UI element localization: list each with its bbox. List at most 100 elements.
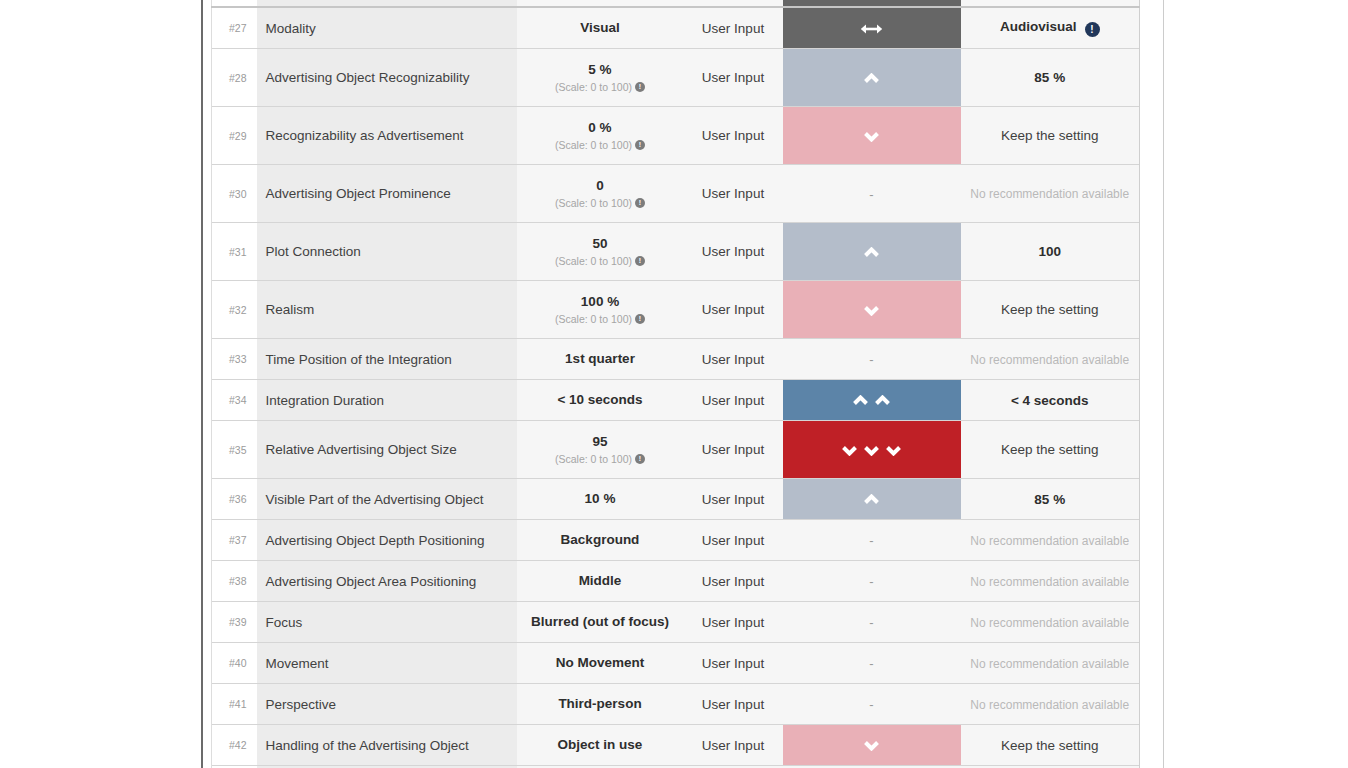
value-scale-note: (Scale: 0 to 100)!: [517, 313, 684, 325]
row-number: #38: [212, 561, 257, 602]
scale-note-text: (Scale: 0 to 100): [555, 139, 632, 151]
trend-down-icon-cell: [783, 107, 961, 165]
parameter-value: 0 %(Scale: 0 to 100)!: [517, 107, 684, 165]
row-number: #42: [212, 725, 257, 766]
row-number: #34: [212, 380, 257, 421]
table-row: #40MovementNo MovementUser Input-No reco…: [212, 643, 1140, 684]
recommendation-cell: No recommendation available: [961, 165, 1140, 223]
recommendation-text: No recommendation available: [970, 616, 1129, 630]
value-scale-note: (Scale: 0 to 100)!: [517, 255, 684, 267]
recommendation-text: No recommendation available: [970, 657, 1129, 671]
recommendation-info-icon[interactable]: !: [1085, 22, 1100, 37]
source-cell: User Input: [684, 725, 783, 766]
parameter-name: Advertising Object Area Positioning: [257, 561, 517, 602]
parameter-name: Modality: [257, 7, 517, 49]
value-text: 100 %: [517, 294, 684, 311]
row-number: #30: [212, 165, 257, 223]
parameter-name: Advertising Object Depth Positioning: [257, 520, 517, 561]
table-row: #27ModalityVisualUser InputAudiovisual!: [212, 7, 1140, 49]
no-trend-dash: -: [869, 533, 873, 548]
trend-cell: -: [783, 684, 961, 725]
recommendation-cell: Audiovisual!: [961, 7, 1140, 49]
table-row: #30Advertising Object Prominence0(Scale:…: [212, 165, 1140, 223]
value-scale-note: (Scale: 0 to 100)!: [517, 453, 684, 465]
table-row: #36Visible Part of the Advertising Objec…: [212, 479, 1140, 520]
table-row: #39FocusBlurred (out of focus)User Input…: [212, 602, 1140, 643]
scale-info-icon[interactable]: !: [635, 314, 645, 324]
row-number: #35: [212, 421, 257, 479]
scale-note-text: (Scale: 0 to 100): [555, 313, 632, 325]
recommendation-text: Keep the setting: [1001, 302, 1099, 317]
recommendation-cell: 100: [961, 223, 1140, 281]
scale-info-icon[interactable]: !: [635, 256, 645, 266]
trend-horizontal-icon-cell: [783, 7, 961, 49]
source-cell: [684, 0, 783, 7]
trend-up-icon-cell: [783, 380, 961, 421]
parameter-name: Advertising Object Recognizability: [257, 49, 517, 107]
trend-down-icon-cell: [783, 281, 961, 339]
value-text: 50: [517, 236, 684, 253]
value-text: 95: [517, 434, 684, 451]
value-text: 0: [517, 178, 684, 195]
parameter-name: Integration Duration: [257, 380, 517, 421]
parameter-value: 100 % (Scale: 0 to 100)!: [517, 281, 684, 339]
value-text: Third-person: [517, 696, 684, 713]
parameter-name: Perspective: [257, 684, 517, 725]
value-scale-note: (Scale: 0 to 100)!: [517, 197, 684, 209]
recommendation-text: No recommendation available: [970, 353, 1129, 367]
scale-note-text: (Scale: 0 to 100): [555, 197, 632, 209]
parameter-name: Plot Connection: [257, 223, 517, 281]
row-number: #39: [212, 602, 257, 643]
value-text: < 10 seconds: [517, 392, 684, 409]
row-number: #37: [212, 520, 257, 561]
trend-cell: -: [783, 339, 961, 380]
recommendation-text: Keep the setting: [1001, 442, 1099, 457]
no-trend-dash: -: [869, 352, 873, 367]
scale-info-icon[interactable]: !: [635, 454, 645, 464]
parameter-value: 10 %: [517, 479, 684, 520]
row-number: #32: [212, 281, 257, 339]
value-text: 10 %: [517, 491, 684, 508]
recommendation-cell: No recommendation available: [961, 643, 1140, 684]
table-row: #41PerspectiveThird-personUser Input-No …: [212, 684, 1140, 725]
source-cell: User Input: [684, 602, 783, 643]
row-number: #31: [212, 223, 257, 281]
trend-down-icon-cell: [783, 725, 961, 766]
parameter-value: 95 (Scale: 0 to 100)!: [517, 421, 684, 479]
parameters-table: #27ModalityVisualUser InputAudiovisual!#…: [211, 0, 1140, 768]
recommendation-cell: No recommendation available: [961, 602, 1140, 643]
source-cell: User Input: [684, 281, 783, 339]
recommendation-text: No recommendation available: [970, 698, 1129, 712]
parameter-value: 5 %(Scale: 0 to 100)!: [517, 49, 684, 107]
source-cell: User Input: [684, 165, 783, 223]
value-scale-note: (Scale: 0 to 100)!: [517, 81, 684, 93]
scale-info-icon[interactable]: !: [635, 82, 645, 92]
no-trend-dash: -: [869, 574, 873, 589]
value-text: Middle: [517, 573, 684, 590]
parameter-name: Visible Part of the Advertising Object: [257, 479, 517, 520]
recommendation-text: < 4 seconds: [1011, 393, 1089, 408]
source-cell: User Input: [684, 380, 783, 421]
source-cell: User Input: [684, 7, 783, 49]
row-number: [212, 0, 257, 7]
parameter-value: Middle: [517, 561, 684, 602]
scale-info-icon[interactable]: !: [635, 198, 645, 208]
trend-up-icon-cell: [783, 223, 961, 281]
scale-note-text: (Scale: 0 to 100): [555, 255, 632, 267]
parameter-name: Recognizability as Advertisement: [257, 107, 517, 165]
source-cell: User Input: [684, 223, 783, 281]
recommendation-cell: 85 %: [961, 479, 1140, 520]
parameter-name: Realism: [257, 281, 517, 339]
recommendation-cell: Keep the setting: [961, 107, 1140, 165]
no-trend-dash: -: [869, 187, 873, 202]
scale-info-icon[interactable]: !: [635, 140, 645, 150]
row-number: #36: [212, 479, 257, 520]
source-cell: User Input: [684, 520, 783, 561]
row-number: #41: [212, 684, 257, 725]
recommendation-cell: [961, 0, 1140, 7]
table-row: #34Integration Duration< 10 secondsUser …: [212, 380, 1140, 421]
recommendation-text: No recommendation available: [970, 187, 1129, 201]
trend-cell: -: [783, 643, 961, 684]
parameter-value: Object in use: [517, 725, 684, 766]
recommendation-text: 85 %: [1034, 70, 1065, 85]
